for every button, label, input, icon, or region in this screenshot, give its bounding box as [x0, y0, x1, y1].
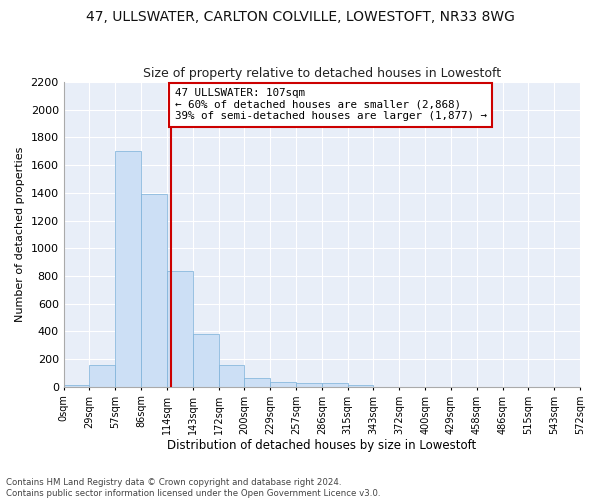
- Bar: [347, 384, 373, 387]
- X-axis label: Distribution of detached houses by size in Lowestoft: Distribution of detached houses by size …: [167, 440, 476, 452]
- Bar: [167, 271, 193, 387]
- Bar: [270, 382, 296, 387]
- Text: 47 ULLSWATER: 107sqm
← 60% of detached houses are smaller (2,868)
39% of semi-de: 47 ULLSWATER: 107sqm ← 60% of detached h…: [175, 88, 487, 122]
- Bar: [244, 378, 270, 387]
- Y-axis label: Number of detached properties: Number of detached properties: [15, 146, 25, 322]
- Bar: [322, 384, 347, 387]
- Title: Size of property relative to detached houses in Lowestoft: Size of property relative to detached ho…: [143, 66, 501, 80]
- Bar: [218, 364, 244, 387]
- Text: Contains HM Land Registry data © Crown copyright and database right 2024.
Contai: Contains HM Land Registry data © Crown c…: [6, 478, 380, 498]
- Bar: [296, 384, 322, 387]
- Bar: [115, 152, 141, 387]
- Bar: [89, 366, 115, 387]
- Bar: [141, 194, 167, 387]
- Bar: [64, 384, 89, 387]
- Text: 47, ULLSWATER, CARLTON COLVILLE, LOWESTOFT, NR33 8WG: 47, ULLSWATER, CARLTON COLVILLE, LOWESTO…: [86, 10, 514, 24]
- Bar: [193, 334, 218, 387]
